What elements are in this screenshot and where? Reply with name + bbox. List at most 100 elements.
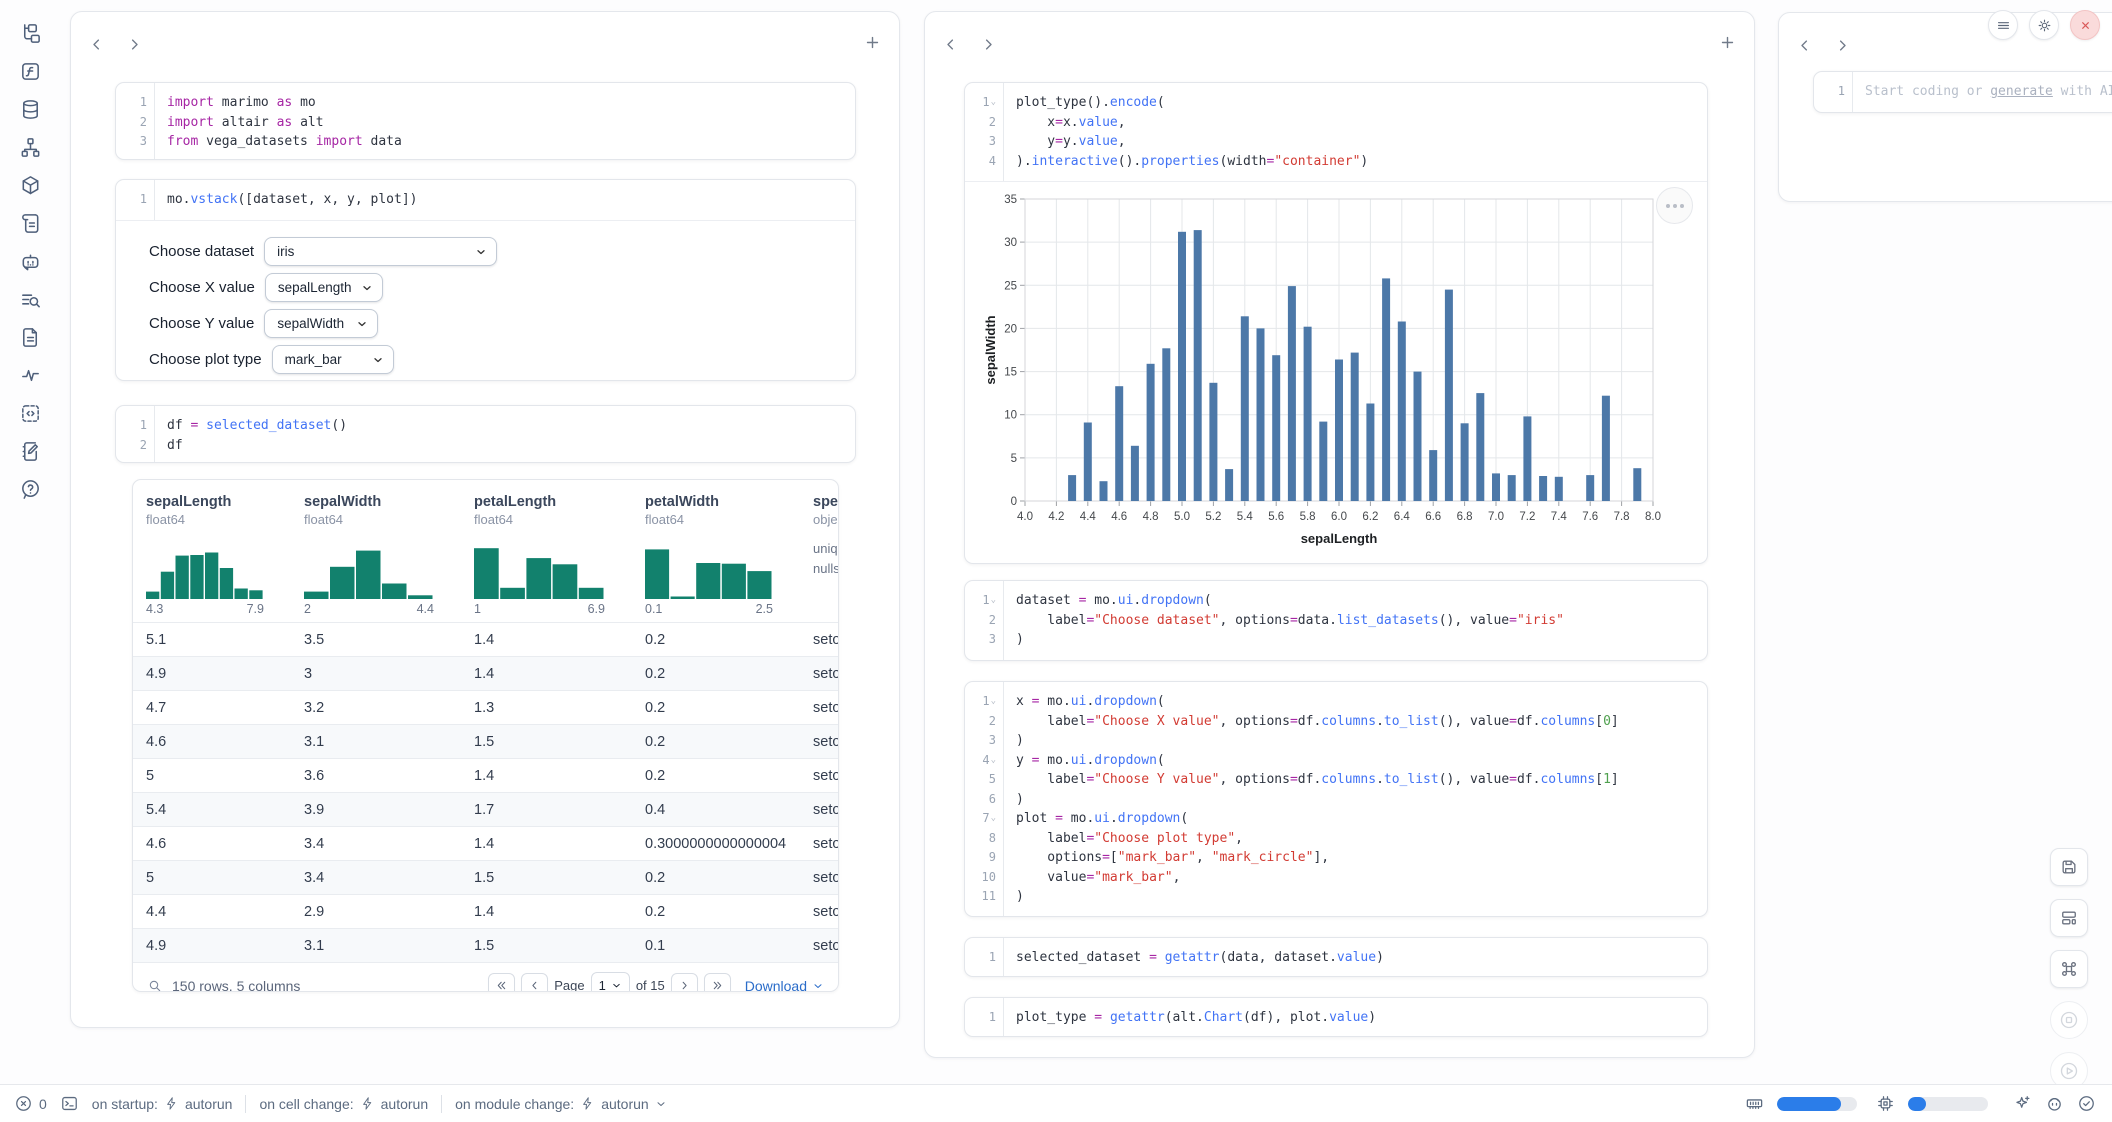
previous-page-button[interactable] (521, 973, 548, 992)
column-header-petalLength[interactable]: petalLengthfloat6416.9 (461, 494, 632, 616)
imports-cell[interactable]: 1import marimo as mo2import altair as al… (115, 82, 856, 160)
ai-assistant-button[interactable] (2013, 1094, 2032, 1113)
column-header-petalWidth[interactable]: petalWidthfloat640.12.5 (632, 494, 800, 616)
error-indicator[interactable]: 0 (14, 1094, 47, 1113)
tracing-icon[interactable] (17, 286, 43, 312)
terminal-button[interactable] (60, 1094, 79, 1113)
dependency-graph-icon[interactable] (17, 134, 43, 160)
choose-plot-type-select[interactable]: mark_bar (272, 345, 394, 374)
download-button[interactable]: Download (745, 978, 824, 993)
code-line: label="Choose dataset", options=data.lis… (1003, 611, 1707, 631)
choose-x-value-select[interactable]: sepalLength (265, 273, 383, 302)
copilot-button[interactable] (2045, 1094, 2064, 1113)
history-back-button[interactable] (89, 36, 105, 52)
code-editor[interactable]: 1import marimo as mo2import altair as al… (116, 83, 855, 160)
column-header-sepalLength[interactable]: sepalLengthfloat644.37.9 (133, 494, 291, 616)
history-forward-button[interactable] (1835, 37, 1851, 53)
plot-cell[interactable]: 1⌄plot_type().encode(2 x=x.value,3 y=y.v… (964, 82, 1708, 564)
table-row[interactable]: 53.41.50.2setosa (133, 860, 838, 894)
scratchpad-icon[interactable] (17, 438, 43, 464)
layout-button[interactable] (2050, 899, 2088, 937)
last-page-button[interactable] (704, 973, 731, 992)
fold-caret-icon[interactable]: ⌄ (991, 755, 996, 765)
datasources-icon[interactable] (17, 96, 43, 122)
fold-caret-icon[interactable]: ⌄ (991, 97, 996, 107)
table-row[interactable]: 53.61.40.2setosa (133, 758, 838, 792)
scripts-icon[interactable] (17, 210, 43, 236)
code-editor[interactable]: 1df = selected_dataset()2df (116, 406, 855, 463)
history-back-button[interactable] (1797, 37, 1813, 53)
fold-caret-icon[interactable]: ⌄ (991, 813, 996, 823)
svg-text:0: 0 (1011, 496, 1017, 508)
menu-button[interactable] (1988, 10, 2018, 40)
code-line: x = mo.ui.dropdown( (1003, 692, 1707, 712)
code-editor[interactable]: 1plot_type = getattr(alt.Chart(df), plot… (965, 998, 1707, 1037)
controls-cell[interactable]: 1mo.vstack([dataset, x, y, plot]) Choose… (115, 179, 856, 381)
code-editor[interactable]: 1⌄dataset = mo.ui.dropdown(2 label="Choo… (965, 581, 1707, 660)
notebook-panel-right: 1 Start coding or generate with AI (1778, 12, 2112, 202)
table-row[interactable]: 5.13.51.40.2setosa (133, 622, 838, 656)
code-editor[interactable]: 1⌄plot_type().encode(2 x=x.value,3 y=y.v… (965, 83, 1707, 181)
table-cell: 1.5 (461, 870, 632, 886)
table-row[interactable]: 4.42.91.40.2setosa (133, 894, 838, 928)
code-line: plot_type().encode( (1003, 93, 1707, 113)
search-icon[interactable] (147, 978, 163, 993)
page-select[interactable]: 1 (591, 972, 630, 992)
svg-text:sepalLength: sepalLength (1301, 531, 1378, 546)
packages-icon[interactable] (17, 172, 43, 198)
plot-type-cell[interactable]: 1plot_type = getattr(alt.Chart(df), plot… (964, 997, 1708, 1037)
dataframe-code-cell[interactable]: 1df = selected_dataset()2df (115, 405, 856, 463)
shutdown-button[interactable] (2070, 10, 2100, 40)
dropdown-controls-output: Choose datasetirisChoose X valuesepalLen… (116, 221, 855, 375)
file-explorer-icon[interactable] (17, 20, 43, 46)
choose-y-value-select[interactable]: sepalWidth (264, 309, 378, 338)
settings-button[interactable] (2029, 10, 2059, 40)
activity-icon[interactable] (17, 362, 43, 388)
connection-status[interactable] (2077, 1094, 2096, 1113)
column-header-sepalWidth[interactable]: sepalWidthfloat6424.4 (291, 494, 461, 616)
code-editor[interactable]: 1⌄x = mo.ui.dropdown(2 label="Choose X v… (965, 682, 1707, 917)
fold-caret-icon[interactable]: ⌄ (991, 595, 996, 605)
add-cell-button[interactable] (1719, 34, 1736, 51)
history-forward-button[interactable] (981, 36, 997, 52)
code-line: df = selected_dataset() (154, 416, 855, 436)
table-row[interactable]: 4.93.11.50.1setosa (133, 928, 838, 962)
functions-icon[interactable] (17, 58, 43, 84)
on-cell-change-setting[interactable]: on cell change: autorun (259, 1096, 428, 1112)
table-row[interactable]: 4.63.11.50.2setosa (133, 724, 838, 758)
add-cell-button[interactable] (864, 34, 881, 51)
chart-options-button[interactable] (1656, 187, 1693, 224)
svg-text:5: 5 (1011, 453, 1017, 465)
code-editor[interactable]: 1mo.vstack([dataset, x, y, plot]) (116, 180, 855, 220)
snippets-icon[interactable] (17, 400, 43, 426)
on-module-change-setting[interactable]: on module change: autorun (455, 1096, 667, 1112)
help-icon[interactable] (17, 476, 43, 502)
xy-plot-dropdowns-cell[interactable]: 1⌄x = mo.ui.dropdown(2 label="Choose X v… (964, 681, 1708, 917)
table-cell: setosa (800, 870, 839, 886)
selected-dataset-cell[interactable]: 1selected_dataset = getattr(data, datase… (964, 937, 1708, 977)
keyboard-shortcuts-button[interactable] (2050, 950, 2088, 988)
next-page-button[interactable] (671, 973, 698, 992)
empty-code-cell[interactable]: 1 Start coding or generate with AI (1813, 71, 2112, 113)
svg-text:6.2: 6.2 (1362, 511, 1378, 523)
first-page-button[interactable] (488, 973, 515, 992)
table-row[interactable]: 5.43.91.70.4setosa (133, 792, 838, 826)
table-row[interactable]: 4.73.21.30.2setosa (133, 690, 838, 724)
history-back-button[interactable] (943, 36, 959, 52)
fold-caret-icon[interactable]: ⌄ (991, 696, 996, 706)
code-line: ) (1003, 790, 1707, 810)
table-row[interactable]: 4.931.40.2setosa (133, 656, 838, 690)
table-row[interactable]: 4.63.41.40.3000000000000004setosa (133, 826, 838, 860)
save-button[interactable] (2050, 848, 2088, 886)
svg-text:5.4: 5.4 (1237, 511, 1254, 523)
chat-icon[interactable] (17, 248, 43, 274)
column-header-species[interactable]: speciesobjectunique:nulls: (800, 494, 839, 616)
dropdown-control-row: Choose Y valuesepalWidth (149, 309, 855, 339)
dataset-dropdown-cell[interactable]: 1⌄dataset = mo.ui.dropdown(2 label="Choo… (964, 580, 1708, 661)
choose-dataset-select[interactable]: iris (264, 237, 497, 266)
on-startup-setting[interactable]: on startup: autorun (92, 1096, 233, 1112)
generate-with-ai-link[interactable]: generate (1990, 84, 2053, 99)
documentation-icon[interactable] (17, 324, 43, 350)
code-editor[interactable]: 1selected_dataset = getattr(data, datase… (965, 938, 1707, 977)
history-forward-button[interactable] (127, 36, 143, 52)
